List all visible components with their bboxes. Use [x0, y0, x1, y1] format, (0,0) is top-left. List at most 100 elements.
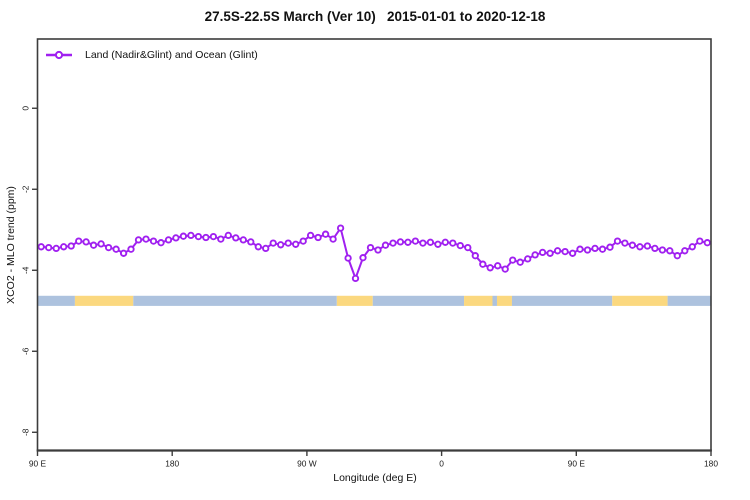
chart-title: 27.5S-22.5S March (Ver 10) 2015-01-01 to… [204, 9, 546, 24]
data-point [426, 238, 435, 246]
data-point [434, 240, 442, 248]
data-point [45, 243, 53, 252]
data-point [351, 274, 360, 283]
surface-band-land-segment [74, 295, 134, 306]
data-point [299, 237, 307, 245]
data-point [561, 247, 569, 256]
data-point [703, 239, 711, 247]
data-point [546, 249, 554, 257]
data-point [673, 252, 681, 260]
surface-band-ocean-segment [372, 295, 465, 306]
x-tick-label: 90 E [29, 459, 47, 469]
data-point [119, 249, 128, 257]
data-point [688, 243, 696, 251]
data-point [359, 254, 367, 262]
data-point [509, 256, 517, 264]
data-point [194, 232, 203, 241]
data-point [583, 246, 592, 254]
data-point [247, 238, 255, 246]
data-point [696, 237, 704, 245]
surface-band-land-segment [464, 295, 493, 306]
legend: Land (Nadir&Glint) and Ocean (Glint) [44, 49, 258, 61]
x-tick-label: 90 E [568, 459, 586, 469]
data-point [374, 246, 382, 254]
data-point [67, 242, 75, 250]
y-axis-label: XCO2 - MLO trend (ppm) [5, 186, 17, 304]
surface-band-land-segment [496, 295, 512, 306]
data-point [142, 235, 150, 243]
data-point [239, 236, 247, 244]
data-point [381, 241, 390, 249]
data-point [209, 232, 218, 241]
data-point [404, 238, 412, 246]
data-point [606, 243, 614, 251]
y-tick-label: -8 [21, 428, 31, 436]
data-point [643, 242, 652, 250]
data-point [157, 239, 165, 247]
x-tick-label: 90 W [297, 459, 317, 469]
data-point [344, 254, 352, 262]
data-point [314, 233, 322, 242]
data-point [89, 241, 98, 249]
data-point [419, 239, 427, 247]
data-point [501, 265, 509, 273]
y-tick-label: -2 [21, 185, 31, 193]
data-point [464, 243, 472, 252]
data-point [262, 244, 270, 253]
data-point [524, 255, 532, 263]
data-point [568, 249, 577, 257]
data-point [172, 234, 180, 242]
data-point [486, 264, 494, 272]
data-point [306, 231, 315, 240]
data-point [591, 244, 599, 253]
data-point [628, 241, 637, 249]
data-point [494, 262, 502, 270]
data-point [389, 239, 397, 247]
data-point [621, 239, 629, 247]
series-line [40, 227, 709, 280]
surface-band-ocean-segment [492, 295, 497, 306]
data-point [553, 247, 562, 255]
surface-band-ocean-segment [667, 295, 711, 306]
data-point [37, 243, 45, 251]
surface-band-ocean-segment [133, 295, 337, 306]
data-point [224, 231, 232, 240]
data-point [254, 243, 262, 251]
data-point [179, 232, 188, 240]
data-point [60, 243, 68, 251]
data-point [681, 247, 689, 255]
data-point [329, 235, 337, 243]
data-point [576, 245, 584, 253]
data-point [112, 245, 120, 253]
data-point [164, 236, 173, 244]
data-point [441, 238, 449, 246]
data-point [456, 241, 464, 250]
data-point [366, 243, 375, 252]
data-point [134, 236, 143, 244]
x-tick-label: 180 [704, 459, 718, 469]
surface-band-land-segment [612, 295, 668, 306]
surface-band-ocean-segment [37, 295, 75, 306]
data-point [232, 234, 240, 242]
data-point [598, 245, 607, 253]
data-point [449, 239, 457, 247]
data-point [277, 241, 285, 249]
data-point [321, 230, 330, 238]
data-point [202, 233, 210, 242]
data-point [613, 237, 622, 245]
data-point [666, 247, 674, 255]
x-axis-label: Longitude (deg E) [333, 472, 417, 484]
data-point [658, 246, 667, 254]
data-point [471, 252, 479, 260]
legend-label: Land (Nadir&Glint) and Ocean (Glint) [85, 49, 258, 61]
data-point [149, 237, 158, 245]
data-point [104, 243, 113, 252]
data-point [636, 243, 644, 251]
x-tick-label: 180 [165, 459, 179, 469]
y-tick-label: -4 [21, 266, 31, 274]
x-tick-label: 0 [439, 459, 444, 469]
data-point [336, 224, 345, 232]
y-tick-label: -6 [21, 347, 31, 355]
data-point [538, 248, 547, 257]
